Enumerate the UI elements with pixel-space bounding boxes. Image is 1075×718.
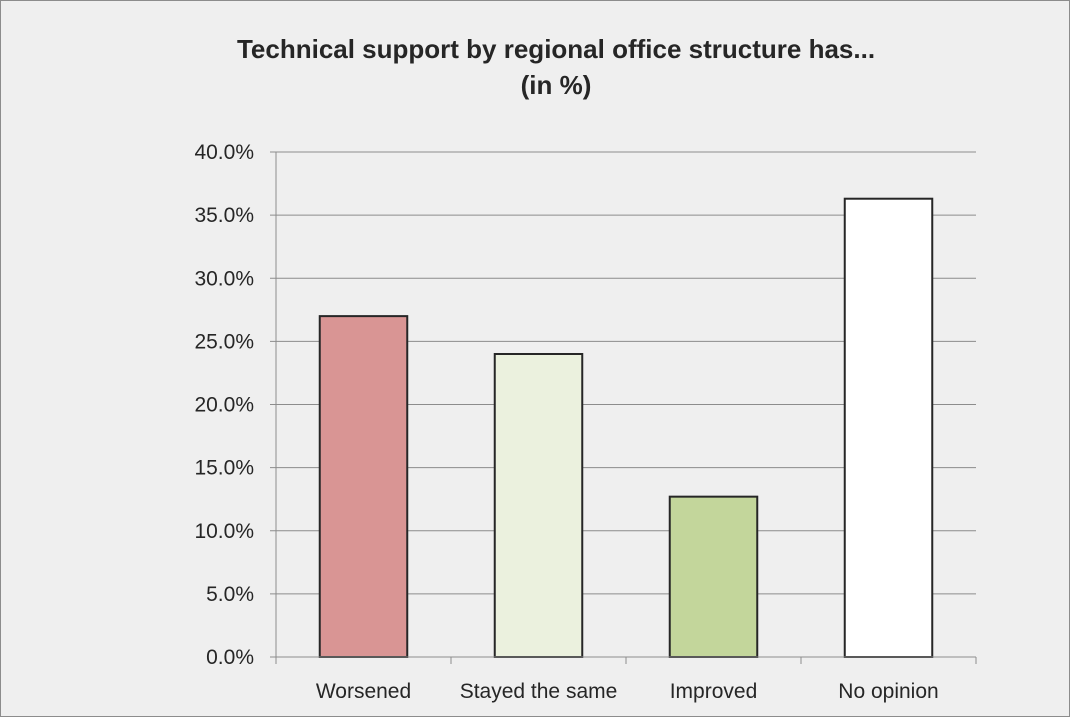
bar-worsened	[318, 315, 409, 658]
y-tick-label: 35.0%	[194, 204, 254, 227]
y-tick-label: 40.0%	[194, 141, 254, 164]
y-tick-label: 20.0%	[194, 394, 254, 417]
y-tick-label: 30.0%	[194, 267, 254, 290]
x-tick-label: Worsened	[316, 680, 411, 703]
chart-title: Technical support by regional office str…	[1, 31, 1075, 103]
y-tick-label: 10.0%	[194, 520, 254, 543]
bar-no-opinion	[843, 197, 934, 658]
bars	[318, 197, 934, 658]
y-tick-label: 5.0%	[206, 583, 254, 606]
x-tick-label: Improved	[670, 680, 758, 703]
bar-improved	[668, 495, 759, 658]
tick-labels: 0.0% 5.0% 10.0% 15.0% 20.0% 25.0% 30.0% 35.0% 40…	[194, 141, 938, 703]
chart-title-line-2: (in %)	[520, 70, 592, 100]
y-tick-label: 0.0%	[206, 646, 254, 669]
axes	[270, 151, 977, 664]
bar-stayed-the-same	[493, 353, 584, 658]
chart-title-line-1: Technical support by regional office str…	[236, 34, 876, 64]
y-tick-label: 15.0%	[194, 457, 254, 480]
x-tick-label: No opinion	[838, 680, 938, 703]
y-tick-label: 25.0%	[194, 330, 254, 353]
x-tick-label: Stayed the same	[460, 680, 618, 703]
